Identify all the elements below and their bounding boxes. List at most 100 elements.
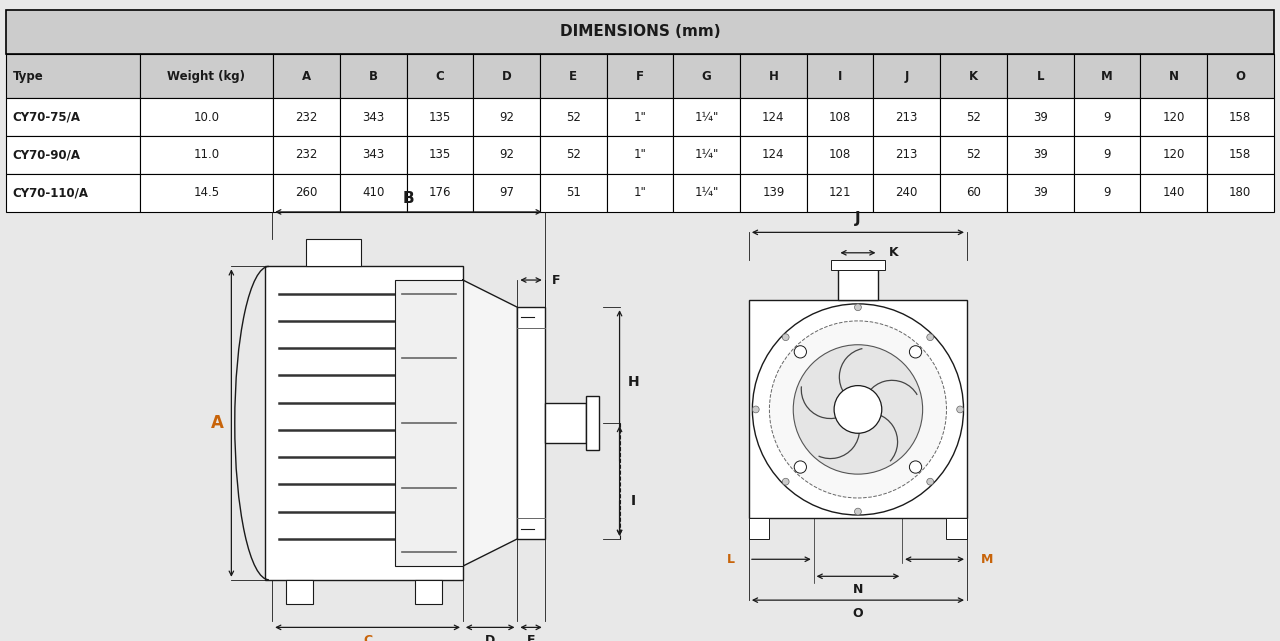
Text: 410: 410	[362, 186, 384, 199]
Text: 343: 343	[362, 149, 384, 162]
Circle shape	[927, 478, 933, 485]
Text: 92: 92	[499, 111, 515, 124]
Text: 124: 124	[762, 111, 785, 124]
Bar	[740, 174, 806, 212]
Text: 139: 139	[762, 186, 785, 199]
Text: L: L	[1037, 70, 1044, 83]
Circle shape	[835, 386, 882, 433]
Text: H: H	[768, 70, 778, 83]
Text: 51: 51	[566, 186, 581, 199]
Text: L: L	[727, 553, 735, 566]
Text: 240: 240	[896, 186, 918, 199]
Circle shape	[855, 304, 861, 311]
Bar	[474, 99, 540, 136]
Bar	[6, 10, 1274, 54]
Bar	[1207, 54, 1274, 99]
Bar	[1140, 54, 1207, 99]
Bar	[474, 54, 540, 99]
Bar	[273, 136, 340, 174]
Bar	[6, 99, 140, 136]
Circle shape	[794, 345, 923, 474]
Bar	[273, 174, 340, 212]
Circle shape	[782, 478, 788, 485]
Text: 140: 140	[1162, 186, 1185, 199]
Bar	[1207, 174, 1274, 212]
Bar	[140, 136, 273, 174]
Bar	[1140, 99, 1207, 136]
Text: CY70-90/A: CY70-90/A	[13, 149, 81, 162]
Text: 1¼": 1¼"	[695, 111, 719, 124]
Text: B: B	[369, 70, 378, 83]
Bar	[540, 54, 607, 99]
Text: 108: 108	[829, 111, 851, 124]
Text: 1¼": 1¼"	[695, 186, 719, 199]
Bar	[140, 99, 273, 136]
Bar	[140, 174, 273, 212]
Bar	[340, 54, 407, 99]
Text: 11.0: 11.0	[193, 149, 220, 162]
Bar	[873, 99, 940, 136]
Bar	[415, 579, 443, 604]
Text: 121: 121	[829, 186, 851, 199]
Text: 180: 180	[1229, 186, 1252, 199]
Text: 120: 120	[1162, 111, 1185, 124]
Text: 52: 52	[966, 149, 980, 162]
Bar	[6, 136, 140, 174]
Bar	[285, 579, 314, 604]
Circle shape	[769, 321, 946, 498]
Text: A: A	[302, 70, 311, 83]
Text: N: N	[852, 583, 863, 596]
Text: C: C	[435, 70, 444, 83]
Text: 97: 97	[499, 186, 515, 199]
Circle shape	[753, 406, 759, 413]
Text: 232: 232	[296, 149, 317, 162]
Bar	[6, 54, 140, 99]
Text: DIMENSIONS (mm): DIMENSIONS (mm)	[559, 24, 721, 39]
Text: 1": 1"	[634, 186, 646, 199]
Bar	[1074, 174, 1140, 212]
Text: 158: 158	[1229, 111, 1252, 124]
Text: D: D	[502, 70, 512, 83]
Bar	[873, 174, 940, 212]
Text: K: K	[888, 246, 899, 260]
Bar	[806, 99, 873, 136]
Text: 39: 39	[1033, 111, 1047, 124]
Bar	[545, 403, 585, 444]
Circle shape	[794, 345, 806, 358]
Bar	[1074, 99, 1140, 136]
Bar	[740, 136, 806, 174]
Bar	[474, 136, 540, 174]
Bar	[940, 54, 1007, 99]
Text: 39: 39	[1033, 186, 1047, 199]
Text: A: A	[211, 414, 224, 432]
Text: 1": 1"	[634, 149, 646, 162]
Text: CY70-75/A: CY70-75/A	[13, 111, 81, 124]
Text: 135: 135	[429, 111, 451, 124]
Text: 9: 9	[1103, 186, 1111, 199]
Text: 176: 176	[429, 186, 451, 199]
Bar	[831, 260, 886, 270]
Bar	[806, 136, 873, 174]
Bar	[1074, 136, 1140, 174]
Text: G: G	[701, 70, 712, 83]
Text: I: I	[631, 494, 636, 508]
Bar	[474, 174, 540, 212]
Bar	[673, 174, 740, 212]
Text: I: I	[838, 70, 842, 83]
Bar	[1007, 99, 1074, 136]
Text: 213: 213	[896, 111, 918, 124]
Polygon shape	[463, 280, 517, 566]
Text: G: G	[527, 417, 538, 429]
Text: E: E	[527, 635, 535, 641]
Bar	[540, 136, 607, 174]
Bar	[1207, 99, 1274, 136]
Bar	[673, 54, 740, 99]
Bar	[1140, 136, 1207, 174]
Bar	[517, 307, 545, 539]
Bar	[585, 395, 599, 450]
Circle shape	[794, 461, 806, 473]
Text: 1": 1"	[634, 111, 646, 124]
Bar	[540, 99, 607, 136]
Text: J: J	[855, 212, 860, 226]
Bar	[673, 136, 740, 174]
